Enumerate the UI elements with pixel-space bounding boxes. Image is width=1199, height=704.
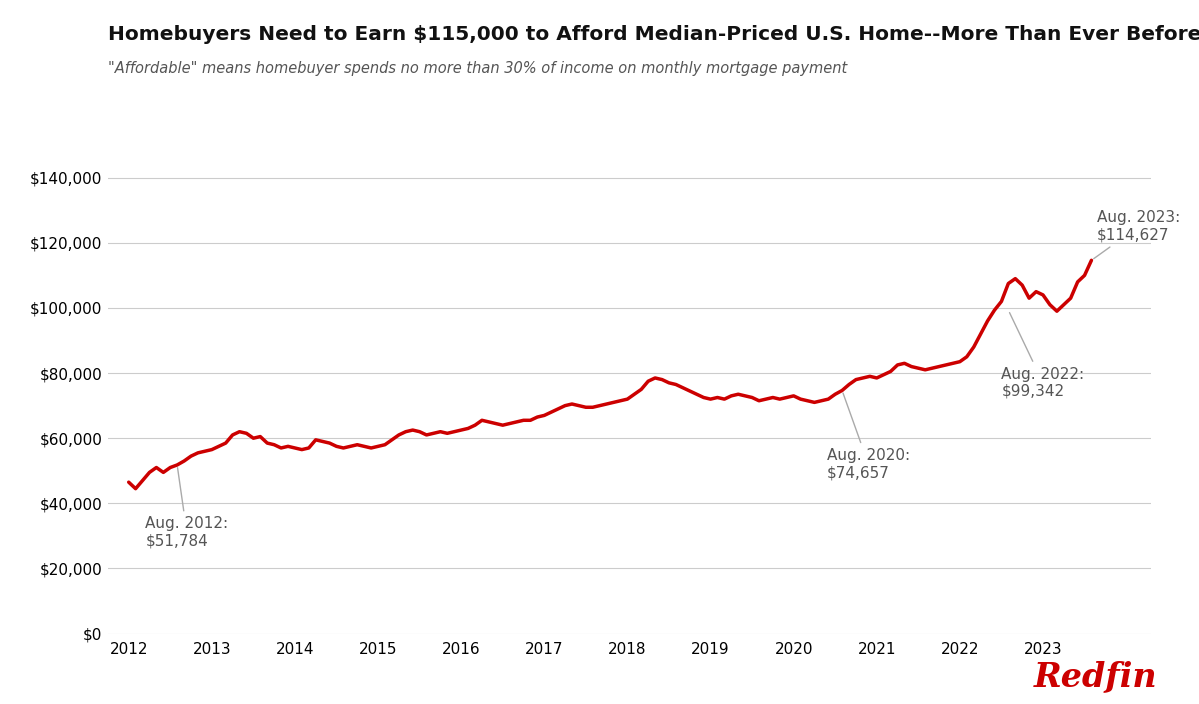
Text: Redfin: Redfin <box>1034 660 1157 693</box>
Text: "Affordable" means homebuyer spends no more than 30% of income on monthly mortga: "Affordable" means homebuyer spends no m… <box>108 61 848 76</box>
Text: Aug. 2012:
$51,784: Aug. 2012: $51,784 <box>145 467 229 548</box>
Text: Aug. 2022:
$99,342: Aug. 2022: $99,342 <box>1001 313 1085 399</box>
Text: Homebuyers Need to Earn $115,000 to Afford Median-Priced U.S. Home--More Than Ev: Homebuyers Need to Earn $115,000 to Affo… <box>108 25 1199 44</box>
Text: Aug. 2020:
$74,657: Aug. 2020: $74,657 <box>827 393 910 480</box>
Text: Aug. 2023:
$114,627: Aug. 2023: $114,627 <box>1093 210 1180 258</box>
